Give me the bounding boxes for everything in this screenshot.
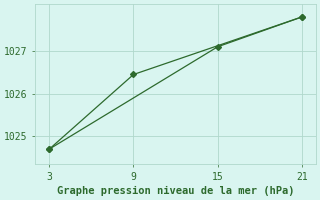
X-axis label: Graphe pression niveau de la mer (hPa): Graphe pression niveau de la mer (hPa) — [57, 186, 294, 196]
